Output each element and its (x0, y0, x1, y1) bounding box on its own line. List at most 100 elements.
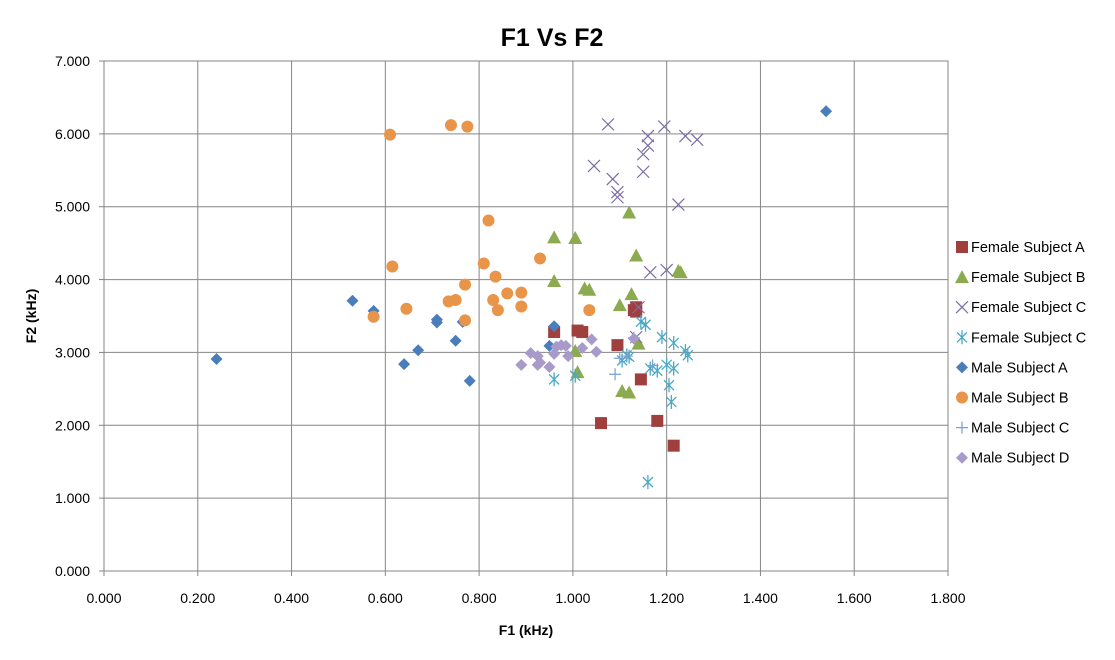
data-point (384, 128, 397, 141)
data-point (651, 414, 664, 427)
data-point (606, 172, 620, 186)
legend-marker (955, 270, 969, 284)
legend-entry-label: Male Subject C (971, 421, 1069, 437)
y-tick-label: 1.000 (55, 490, 90, 506)
y-tick-label: 3.000 (55, 344, 90, 360)
legend-marker (956, 330, 968, 345)
data-point (515, 358, 528, 371)
data-point (548, 347, 561, 360)
data-point (585, 333, 598, 346)
data-point (568, 231, 583, 245)
data-point (657, 120, 671, 133)
data-point (398, 358, 411, 371)
data-point (515, 300, 528, 313)
x-tick-label: 0.600 (368, 590, 403, 606)
data-point (491, 304, 504, 317)
data-point (548, 320, 561, 333)
data-point (590, 345, 603, 358)
data-point (582, 282, 597, 296)
data-point (671, 198, 685, 211)
legend-marker (956, 241, 968, 253)
data-points (210, 105, 833, 490)
plot-area (103, 60, 949, 572)
data-point (562, 350, 575, 363)
data-point (459, 278, 472, 291)
legend-marker (955, 300, 969, 314)
data-point (660, 263, 674, 277)
legend-entry-label: Male Subject A (971, 360, 1068, 376)
y-axis-ticks: 0.000 1.000 2.000 3.000 4.000 5.000 6.000 7.000 (55, 53, 104, 579)
data-point (531, 358, 544, 371)
x-tick-label: 1.600 (837, 590, 872, 606)
data-point (640, 317, 652, 332)
y-tick-label: 5.000 (55, 199, 90, 215)
data-point (547, 230, 562, 244)
data-point (461, 120, 474, 133)
data-point (631, 336, 646, 350)
data-point (620, 350, 633, 363)
legend-entry-label: Female Subject B (971, 270, 1085, 286)
data-point (547, 274, 562, 288)
data-point (601, 117, 615, 131)
data-point (634, 373, 647, 386)
legend-marker (956, 421, 968, 434)
data-point (386, 260, 399, 273)
legend-marker (956, 391, 968, 404)
data-point (534, 252, 547, 265)
y-tick-label: 6.000 (55, 126, 90, 142)
data-point (690, 133, 704, 147)
data-point (663, 378, 675, 393)
x-tick-label: 0.200 (180, 590, 215, 606)
x-tick-label: 0.800 (462, 590, 497, 606)
data-point (482, 214, 495, 227)
legend-marker (956, 451, 968, 464)
data-point (489, 270, 502, 283)
data-point (487, 293, 500, 306)
data-point (367, 310, 380, 323)
data-point (612, 298, 627, 312)
data-point (641, 129, 655, 143)
data-point (210, 352, 223, 365)
data-point (412, 344, 425, 357)
x-tick-label: 1.200 (649, 590, 684, 606)
chart-title: F1 Vs F2 (501, 24, 604, 52)
data-point (646, 359, 659, 372)
data-point (632, 300, 645, 314)
legend-entry-label: Female Subject C (971, 330, 1086, 346)
legend-entry-label: Male Subject B (971, 391, 1069, 407)
data-point (673, 265, 688, 279)
data-point (463, 374, 476, 387)
legend-entry-label: Female Subject C (971, 300, 1086, 316)
y-axis-label: F2 (kHz) (23, 289, 39, 343)
data-point (661, 357, 673, 372)
data-point (611, 190, 624, 204)
data-point (611, 185, 624, 199)
x-axis-label: F1 (kHz) (499, 622, 553, 638)
data-point (444, 119, 457, 132)
data-point (559, 339, 572, 352)
data-point (636, 147, 650, 161)
data-point (515, 286, 528, 299)
data-point (668, 335, 680, 350)
x-tick-label: 0.400 (274, 590, 309, 606)
data-point (346, 294, 359, 307)
data-point (820, 105, 833, 118)
data-point (667, 439, 680, 452)
data-point (459, 314, 472, 327)
data-point (449, 293, 462, 306)
data-point (449, 334, 462, 347)
data-point (543, 361, 556, 373)
y-tick-label: 7.000 (55, 53, 90, 69)
data-point (587, 159, 601, 173)
legend-marker (956, 361, 968, 374)
legend-entry-label: Male Subject D (971, 451, 1069, 467)
data-point (627, 332, 640, 345)
data-point (595, 417, 608, 430)
data-point (611, 339, 624, 352)
data-point (477, 257, 490, 270)
data-point (624, 287, 639, 301)
legend-entry-label: Female Subject A (971, 240, 1085, 256)
data-point (682, 348, 694, 363)
data-point (642, 475, 654, 490)
